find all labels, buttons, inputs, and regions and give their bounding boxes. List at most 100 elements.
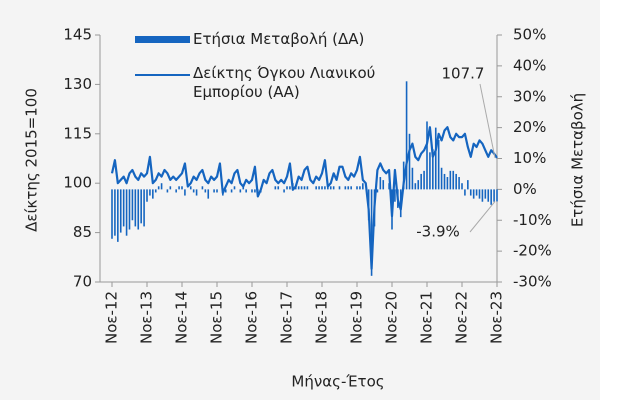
x-tick-label: Νοε-18 <box>313 291 331 344</box>
x-tick-label: Νοε-23 <box>488 291 506 344</box>
bar <box>154 189 157 193</box>
bar <box>478 189 481 199</box>
bar <box>239 189 242 193</box>
y-tick-label: 100 <box>63 174 92 192</box>
legend-label: Ετήσια Μεταβολή (ΔΑ) <box>193 30 365 48</box>
bar <box>332 186 335 190</box>
x-tick-label: Νοε-22 <box>453 291 471 344</box>
bar <box>315 186 317 190</box>
bar <box>114 189 116 236</box>
bar <box>254 189 256 193</box>
bar <box>420 173 422 190</box>
line <box>110 126 498 270</box>
x-tick-label: Νοε-19 <box>348 291 366 344</box>
y2-tick-label: -30% <box>513 273 552 291</box>
bar <box>402 161 405 190</box>
bar <box>286 186 288 190</box>
bar <box>181 186 183 190</box>
bar <box>370 189 373 276</box>
bar <box>251 189 253 193</box>
bar <box>469 189 472 196</box>
bar <box>455 173 457 190</box>
bar <box>306 186 309 190</box>
y2-tick-label: 20% <box>513 118 546 136</box>
y-axis-title: Δείκτης 2015=100 <box>23 88 41 232</box>
y2-tick-label: 0% <box>513 180 537 198</box>
bar <box>233 186 236 190</box>
bar <box>429 152 431 190</box>
bar <box>458 177 460 190</box>
bar <box>321 186 323 190</box>
y2-axis-title: Ετήσια Μεταβολή <box>569 93 587 227</box>
bar <box>143 189 145 227</box>
bar <box>224 189 227 193</box>
bar <box>160 183 163 190</box>
bar <box>481 189 484 202</box>
bar <box>484 189 487 199</box>
bar <box>277 186 280 190</box>
bar <box>359 186 361 190</box>
y2-tick-label: -10% <box>513 211 552 229</box>
x-tick-label: Νοε-12 <box>103 291 121 344</box>
bar <box>274 186 277 190</box>
y-tick-label: 85 <box>73 223 92 241</box>
bar <box>207 189 210 199</box>
bar <box>201 186 204 190</box>
bar <box>289 186 291 190</box>
y-tick-label: 115 <box>63 124 92 142</box>
annotation-leader <box>479 83 496 158</box>
y-tick-label: 145 <box>63 26 92 44</box>
bar <box>175 189 177 193</box>
bar <box>297 186 300 190</box>
y-tick-label: 70 <box>73 273 92 291</box>
bar <box>446 177 449 190</box>
bar <box>487 189 490 202</box>
bar <box>119 189 122 233</box>
bar <box>245 189 247 193</box>
bar <box>493 189 495 202</box>
bar <box>350 186 352 190</box>
background <box>0 0 600 400</box>
bar <box>490 189 492 205</box>
bar <box>122 189 125 227</box>
bar <box>318 186 320 190</box>
y2-tick-label: -20% <box>513 242 552 260</box>
bar <box>134 189 137 227</box>
bar <box>467 180 469 190</box>
bar <box>344 186 347 190</box>
bar <box>496 189 498 202</box>
bar <box>475 189 478 196</box>
bar <box>140 189 142 224</box>
bar <box>356 186 358 190</box>
bar <box>362 183 364 190</box>
bar <box>414 183 417 190</box>
bar <box>327 186 329 190</box>
y2-tick-label: 50% <box>513 26 546 44</box>
y2-tick-label: 30% <box>513 87 546 105</box>
bar <box>434 127 437 190</box>
bar <box>426 121 428 190</box>
bar <box>131 189 134 221</box>
bar <box>157 186 160 190</box>
x-tick-label: Νοε-17 <box>278 291 296 344</box>
bar <box>472 189 475 199</box>
bar <box>449 170 452 190</box>
bar <box>423 170 425 190</box>
x-tick-label: Νοε-14 <box>173 291 191 344</box>
legend-label: Δείκτης Όγκου Λιανικού Εμπορίου (ΑΑ) <box>193 64 376 101</box>
x-axis-title: Μήνας-Έτος <box>291 373 384 391</box>
bar <box>125 189 128 236</box>
bar <box>379 177 382 190</box>
bar <box>461 183 463 190</box>
x-tick-label: Νοε-21 <box>418 291 436 344</box>
bar <box>440 167 443 190</box>
annotation-leader <box>469 201 496 233</box>
bar <box>382 180 385 190</box>
bar <box>242 186 245 190</box>
bar <box>152 189 154 199</box>
bar <box>137 189 140 230</box>
bar <box>394 189 396 202</box>
bar <box>111 189 113 239</box>
bar <box>437 139 440 190</box>
bar <box>303 186 306 190</box>
